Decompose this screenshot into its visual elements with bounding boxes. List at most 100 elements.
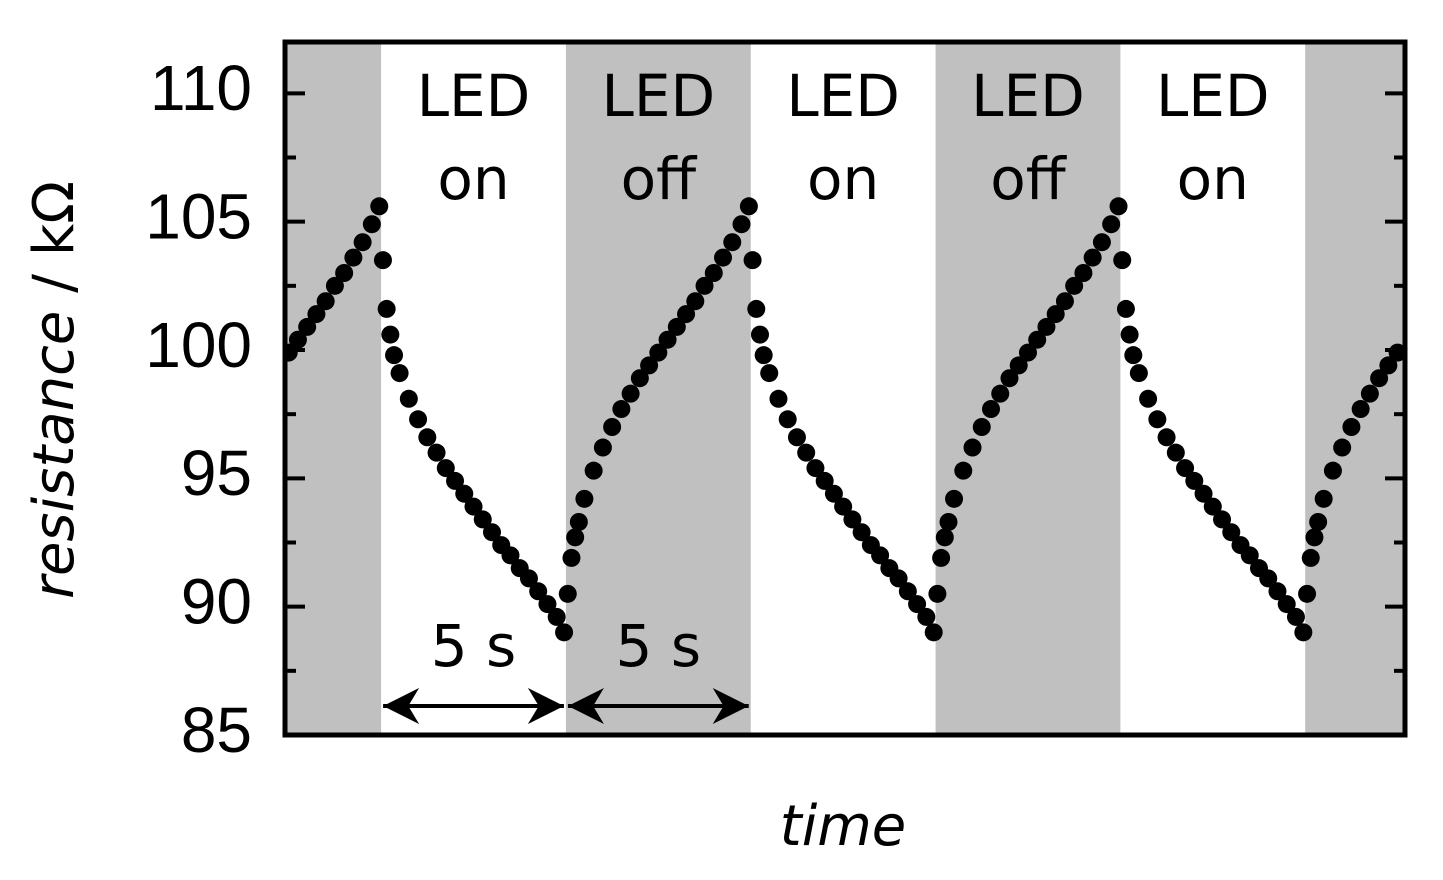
data-point [455,484,474,503]
data-point [686,292,705,311]
data-point [1092,233,1111,252]
data-point [935,528,954,547]
data-point [399,389,418,408]
x-axis-label: time [780,794,907,859]
data-point [1148,410,1167,429]
data-point [316,292,335,311]
shaded-band [285,42,382,735]
data-point [1176,459,1195,478]
y-tick-label: 85 [181,694,252,766]
data-point [908,595,927,614]
data-point [288,330,307,349]
data-point [797,443,816,462]
data-point [928,584,947,603]
data-point [1203,497,1222,516]
phase-label: off [990,145,1067,213]
phase-label: LED [1156,62,1270,130]
data-point [307,305,326,324]
data-point [743,251,762,270]
data-point [898,582,917,601]
y-tick-label: 105 [145,181,252,253]
data-point [824,484,843,503]
shaded-band [565,42,751,735]
data-point [1157,428,1176,447]
data-point [1185,471,1204,490]
data-point [695,276,714,295]
data-point [1323,461,1342,480]
overlay-layer: LED on LED off LED on LED off LED on 5 s 5 s 85 90 95 1… [145,39,1408,766]
data-point [1222,523,1241,542]
data-point [446,471,465,490]
data-point [385,346,404,365]
y-tick-label: 110 [150,52,252,124]
data-point [621,384,640,403]
y-tick-label: 100 [145,309,252,381]
data-point [704,264,723,282]
data-point [1314,489,1333,508]
data-point [325,276,344,295]
data-point [932,548,951,567]
data-point [584,461,603,480]
data-point [1166,443,1185,462]
data-point [963,438,982,457]
data-point [1009,356,1028,375]
data-point [754,346,773,365]
data-point [558,584,577,603]
data-point [649,343,668,362]
phase-label: off [621,145,698,213]
data-point [1124,346,1143,365]
data-point [1277,595,1296,614]
data-point [335,264,354,282]
data-point [473,510,492,529]
data-point [555,623,574,642]
data-point [593,438,612,457]
phase-label: LED [417,62,531,130]
data-point [1309,512,1328,531]
y-label-quantity: resistance [22,311,87,599]
data-point [562,548,581,567]
data-point [390,364,409,383]
data-point [760,364,779,383]
data-point [1298,584,1317,603]
data-point [1268,582,1287,601]
phase-label: on [437,145,509,213]
data-point [547,607,566,626]
data-point [1379,356,1398,375]
data-point [852,523,871,542]
data-point [667,317,686,336]
data-point [612,400,631,419]
data-point [362,215,381,234]
data-point [1301,548,1320,567]
band-layer [285,42,1405,735]
y-tick-label: 90 [181,566,252,638]
y-axis-label: resistance / kΩ [22,181,87,599]
data-point [1055,292,1074,311]
data-point [482,523,501,542]
data-point [501,546,520,565]
data-point [1074,264,1093,282]
data-point [1028,330,1047,349]
data-point [1000,369,1019,388]
data-point [519,569,538,588]
data-point [1351,400,1370,419]
data-point [1116,299,1135,318]
data-point [1294,623,1313,642]
data-point [575,489,594,508]
data-point [747,299,766,318]
data-point [298,317,317,336]
data-point [381,325,400,344]
data-point [769,389,788,408]
data-point [1194,484,1213,503]
data-point [834,497,853,516]
span-label: 5 s [616,612,702,680]
data-point [1213,510,1232,529]
data-point [436,459,455,478]
data-point [1113,251,1132,270]
data-point [723,233,742,252]
data-point [972,418,991,436]
data-point [344,248,363,267]
data-point [370,197,389,216]
data-point [750,325,769,344]
data-point [991,384,1010,403]
